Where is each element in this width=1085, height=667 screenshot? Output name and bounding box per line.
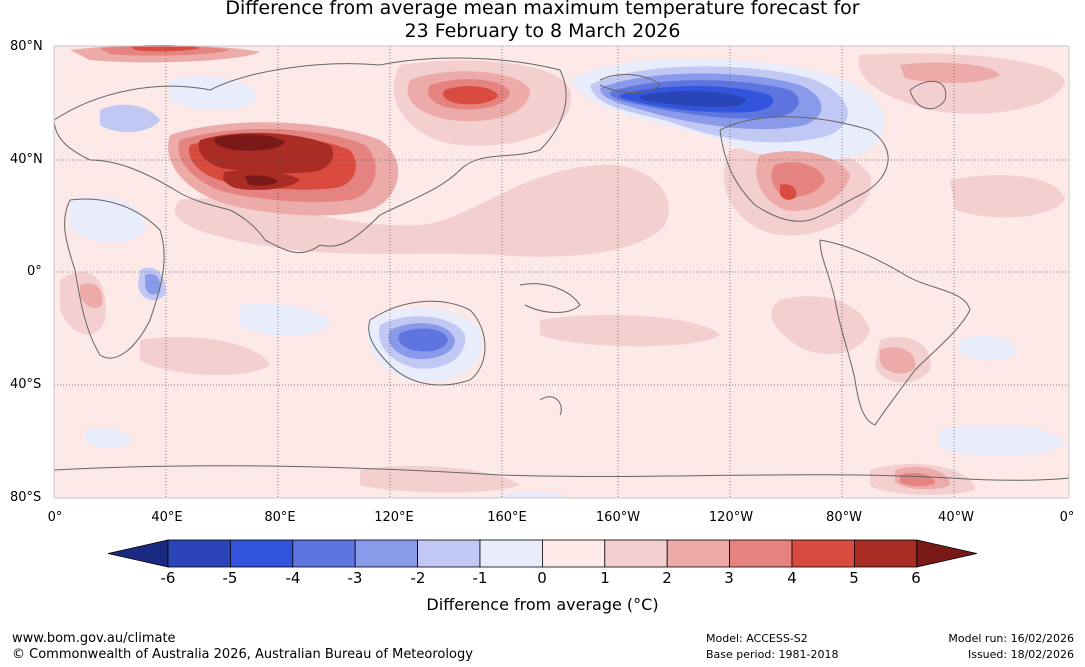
footer-model-run: Model run: 16/02/2026 <box>948 632 1074 645</box>
footer-base-period: Base period: 1981-2018 <box>706 648 839 661</box>
colorbar-segment <box>354 539 419 568</box>
colorbar-tick-5: 5 <box>849 569 859 587</box>
colorbar-segment <box>479 539 543 568</box>
colorbar-segment <box>542 539 606 568</box>
colorbar-segment <box>729 539 793 568</box>
colorbar-tick-4: 4 <box>787 569 797 587</box>
colorbar-tick-minus-3: -3 <box>347 569 363 587</box>
colorbar-tick-1: 1 <box>600 569 610 587</box>
lon-label-160e: 160°E <box>487 510 527 525</box>
colorbar-tick-minus-1: -1 <box>472 569 488 587</box>
colorbar-segment <box>854 539 918 568</box>
lat-label-equator: 0° <box>27 264 42 279</box>
lat-label-80n: 80°N <box>10 39 43 54</box>
footer-copyright: © Commonwealth of Australia 2026, Austra… <box>12 647 473 662</box>
colorbar-segment <box>604 539 668 568</box>
lat-label-40s: 40°S <box>10 377 42 392</box>
lon-label-40e: 40°E <box>151 510 183 525</box>
footer-model: Model: ACCESS-S2 <box>706 632 808 645</box>
title-line-2: 23 February to 8 March 2026 <box>404 20 681 42</box>
colorbar-extend-low <box>107 539 169 568</box>
colorbar-segment <box>666 539 731 568</box>
colorbar-segment <box>417 539 481 568</box>
lon-label-80e: 80°E <box>264 510 296 525</box>
colorbar-tick-minus-2: -2 <box>410 569 426 587</box>
colorbar-tick-minus-6: -6 <box>160 569 176 587</box>
map-title: Difference from average mean maximum tem… <box>0 0 1085 43</box>
colorbar-segment <box>292 539 356 568</box>
title-line-1: Difference from average mean maximum tem… <box>225 0 860 19</box>
anomaly-band-minus-6-minus-5 <box>639 90 746 107</box>
colorbar-extend-high <box>916 539 977 568</box>
colorbar-tick-3: 3 <box>724 569 734 587</box>
lon-label-40w: 40°W <box>938 510 974 525</box>
coastlines <box>53 57 1070 481</box>
lon-label-0-left: 0° <box>47 510 63 525</box>
anomaly-band-above-6 <box>214 134 285 186</box>
footer-website: www.bom.gov.au/climate <box>12 631 176 646</box>
map-frame <box>53 45 1070 499</box>
colorbar-tick-2: 2 <box>662 569 672 587</box>
colorbar-tick-0: 0 <box>537 569 547 587</box>
colorbar-label: Difference from average (°C) <box>426 595 659 614</box>
lon-label-160w: 160°W <box>595 510 641 525</box>
colorbar-tick-minus-4: -4 <box>285 569 301 587</box>
lat-label-80s: 80°S <box>10 490 42 505</box>
colorbar-segment <box>791 539 855 568</box>
footer-issued: Issued: 18/02/2026 <box>967 648 1074 661</box>
gridlines <box>54 46 1069 498</box>
lon-label-80w: 80°W <box>826 510 862 525</box>
lon-label-0-right: 0° <box>1059 510 1075 525</box>
lon-label-120w: 120°W <box>708 510 754 525</box>
lon-label-120e: 120°E <box>374 510 414 525</box>
colorbar-segment <box>167 539 231 568</box>
lat-label-40n: 40°N <box>10 152 43 167</box>
colorbar-segment <box>229 539 294 568</box>
colorbar <box>107 539 977 568</box>
colorbar-tick-6: 6 <box>911 569 921 587</box>
colorbar-tick-minus-5: -5 <box>222 569 238 587</box>
